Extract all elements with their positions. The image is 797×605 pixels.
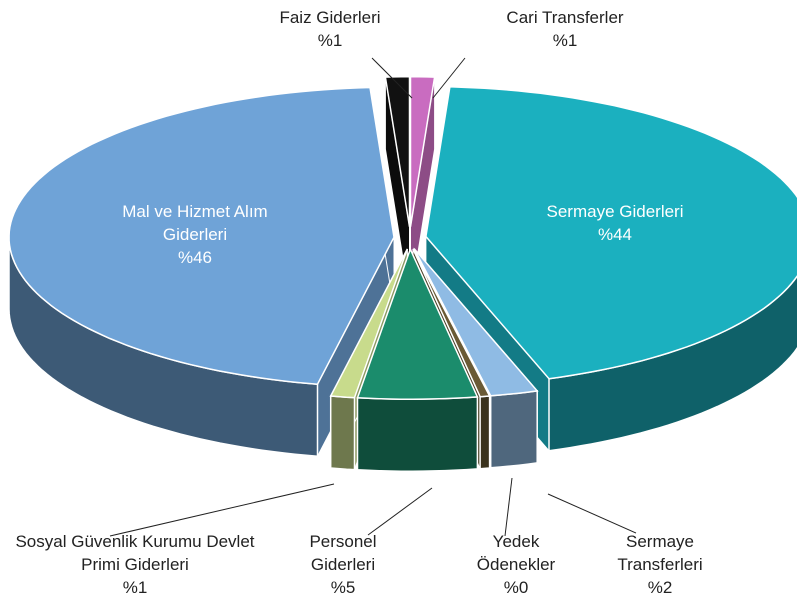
slice-label: Personel Giderleri %5 [283, 530, 403, 599]
slice [413, 248, 539, 397]
slice-label: Sermaye Giderleri %44 [515, 200, 715, 246]
slice [412, 248, 491, 398]
value-label: %0 [503, 578, 529, 597]
leader-line [371, 57, 413, 99]
category-label: Sermaye Giderleri [546, 202, 684, 221]
value-label: %44 [597, 225, 633, 244]
slice-label: Sosyal Güvenlik Kurumu Devlet Primi Gide… [5, 530, 265, 599]
slice-label: Mal ve Hizmet Alım Giderleri %46 [105, 200, 285, 269]
value-label: %1 [317, 31, 343, 50]
slice [384, 76, 411, 227]
slice-label: Yedek Ödenekler %0 [456, 530, 576, 599]
slice [409, 76, 436, 227]
slice-label: Faiz Giderleri %1 [230, 6, 430, 52]
slice-label: Cari Transferler %1 [465, 6, 665, 52]
slice [329, 248, 409, 399]
slice [425, 86, 797, 380]
value-label: %2 [647, 578, 673, 597]
leader-line [367, 487, 433, 536]
category-label: Sosyal Güvenlik Kurumu Devlet Primi Gide… [15, 532, 255, 574]
value-label: %5 [330, 578, 356, 597]
leader-line [547, 493, 637, 534]
slice-side [329, 395, 356, 471]
category-label: Sermaye Transferleri [617, 532, 703, 574]
leader-line [109, 483, 335, 537]
category-label: Mal ve Hizmet Alım Giderleri [122, 202, 268, 244]
category-label: Yedek Ödenekler [476, 532, 556, 574]
slice-side [479, 395, 491, 470]
value-label: %1 [122, 578, 148, 597]
value-label: %1 [552, 31, 578, 50]
category-label: Cari Transferler [506, 8, 624, 27]
leader-line [432, 57, 466, 99]
category-label: Faiz Giderleri [279, 8, 381, 27]
leader-line [504, 477, 513, 537]
slice-side [489, 390, 538, 469]
slice [8, 86, 395, 385]
value-label: %46 [177, 248, 213, 267]
slice-side [356, 396, 479, 472]
category-label: Personel Giderleri [309, 532, 377, 574]
slice [356, 247, 479, 400]
slice-label: Sermaye Transferleri %2 [605, 530, 715, 599]
